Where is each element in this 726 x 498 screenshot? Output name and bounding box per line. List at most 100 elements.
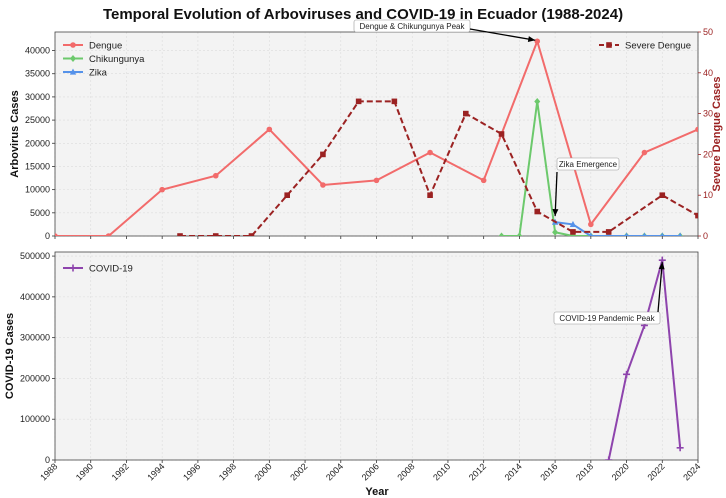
legend-label: Dengue: [89, 41, 122, 52]
chart-title: Temporal Evolution of Arboviruses and CO…: [103, 6, 623, 23]
legend-label: Zika: [89, 68, 108, 79]
annotation-arrow: [469, 28, 536, 41]
y-tick-label: 0: [45, 455, 50, 465]
data-point: [641, 149, 648, 156]
y-axis-label-right: Severe Dengue Cases: [711, 77, 723, 192]
series-dengue: [55, 38, 698, 236]
bottom-panel: 1988 1990 1992 1994 1996 1998 2000 2002 2004 2006…: [4, 251, 702, 483]
y-axis-label: COVID-19 Cases: [4, 313, 16, 399]
x-tick-label: 2014: [503, 461, 524, 482]
x-tick-label: 2018: [574, 461, 595, 482]
data-point: [605, 229, 612, 235]
data-point: [552, 228, 559, 236]
x-tick-label: 2010: [431, 461, 452, 482]
legend-marker: [70, 55, 76, 62]
data-point: [570, 229, 576, 235]
x-axis-label: Year: [365, 486, 389, 498]
data-point: [159, 186, 165, 193]
data-point: [391, 98, 398, 105]
annotation-box: [556, 157, 620, 171]
bottom-series-group: [605, 256, 684, 460]
data-point: [284, 192, 290, 198]
data-point: [659, 192, 666, 198]
data-point: [676, 444, 684, 452]
x-tick-label: 2020: [610, 461, 631, 482]
data-point: [678, 232, 682, 236]
annotation-text: Dengue & Chikungunya Peak: [360, 22, 466, 31]
series-line: [554, 221, 681, 236]
x-tick-label: 2006: [360, 461, 381, 482]
data-point: [623, 370, 631, 378]
x-tick-label: 2002: [288, 461, 309, 482]
x-tick-label: 1994: [145, 461, 166, 482]
y-tick-label: 10000: [25, 185, 50, 195]
data-point: [605, 456, 613, 460]
x-tick-label: 1992: [110, 461, 131, 482]
data-point: [480, 177, 487, 184]
data-point: [463, 110, 469, 117]
data-point: [569, 220, 577, 228]
y-tick-label: 400000: [20, 292, 50, 302]
data-point: [320, 182, 326, 188]
series-severe-dengue: [177, 98, 698, 236]
annotation-arrowhead: [527, 36, 536, 43]
data-point: [695, 126, 698, 133]
data-point: [588, 221, 594, 228]
annotation-box: [353, 19, 471, 33]
data-point: [534, 38, 541, 45]
x-tick-label: 2022: [645, 461, 666, 482]
annotation-arrowhead: [552, 208, 559, 217]
x-tick-label: 1998: [217, 461, 238, 482]
data-point: [427, 149, 433, 156]
y-tick-label: 0: [45, 231, 50, 241]
x-tick-label: 2012: [467, 461, 488, 482]
data-point: [177, 233, 183, 236]
y-tick-label: 15000: [25, 161, 50, 171]
x-tick-label: 2000: [253, 461, 274, 482]
data-point: [266, 126, 273, 133]
annotation-arrow: [554, 171, 558, 217]
x-tick-label: 2024: [681, 461, 702, 482]
x-tick-label: 2016: [538, 461, 559, 482]
legend-label: Chikungunya: [89, 54, 145, 65]
legend-marker: [70, 42, 76, 48]
data-point: [624, 232, 629, 236]
data-point: [212, 172, 219, 179]
data-point: [212, 233, 219, 236]
data-point: [588, 232, 593, 236]
y-tick-label: 200000: [20, 373, 50, 383]
x-tick-label: 1990: [74, 461, 95, 482]
series-line: [501, 101, 681, 236]
y-tick-label: 35000: [25, 69, 50, 79]
annotation-arrowhead: [658, 262, 665, 270]
data-point: [642, 232, 647, 236]
x-tick-label: 2008: [395, 461, 416, 482]
x-tick-label: 1996: [181, 461, 202, 482]
y-tick-label: 100000: [20, 414, 50, 424]
top-panel: 0 5000 10000 15000 20000 25000 30000 35000 40000…: [9, 19, 723, 241]
data-point: [248, 233, 255, 236]
data-point: [373, 177, 380, 184]
data-point: [105, 233, 112, 236]
y-tick-label: 5000: [30, 208, 50, 218]
legend-marker: [69, 68, 77, 75]
y2-tick-label: 50: [703, 27, 713, 37]
annotation-arrow: [657, 262, 663, 313]
y2-tick-label: 30: [703, 109, 713, 119]
legend-label: COVID-19: [89, 264, 133, 275]
data-point: [498, 232, 505, 236]
data-point: [320, 151, 326, 158]
data-point: [695, 212, 698, 219]
plot-frame: [54, 251, 699, 461]
top-series-group: [55, 38, 698, 236]
data-point: [534, 208, 541, 215]
legend-bottom: COVID-19: [63, 264, 133, 275]
y2-tick-label: 10: [703, 190, 713, 200]
y-tick-label: 25000: [25, 115, 50, 125]
series-covid-19: [605, 256, 684, 460]
y-tick-label: 30000: [25, 92, 50, 102]
y2-tick-label: 0: [703, 231, 708, 241]
y-tick-label: 20000: [25, 138, 50, 148]
y-tick-label: 40000: [25, 46, 50, 56]
